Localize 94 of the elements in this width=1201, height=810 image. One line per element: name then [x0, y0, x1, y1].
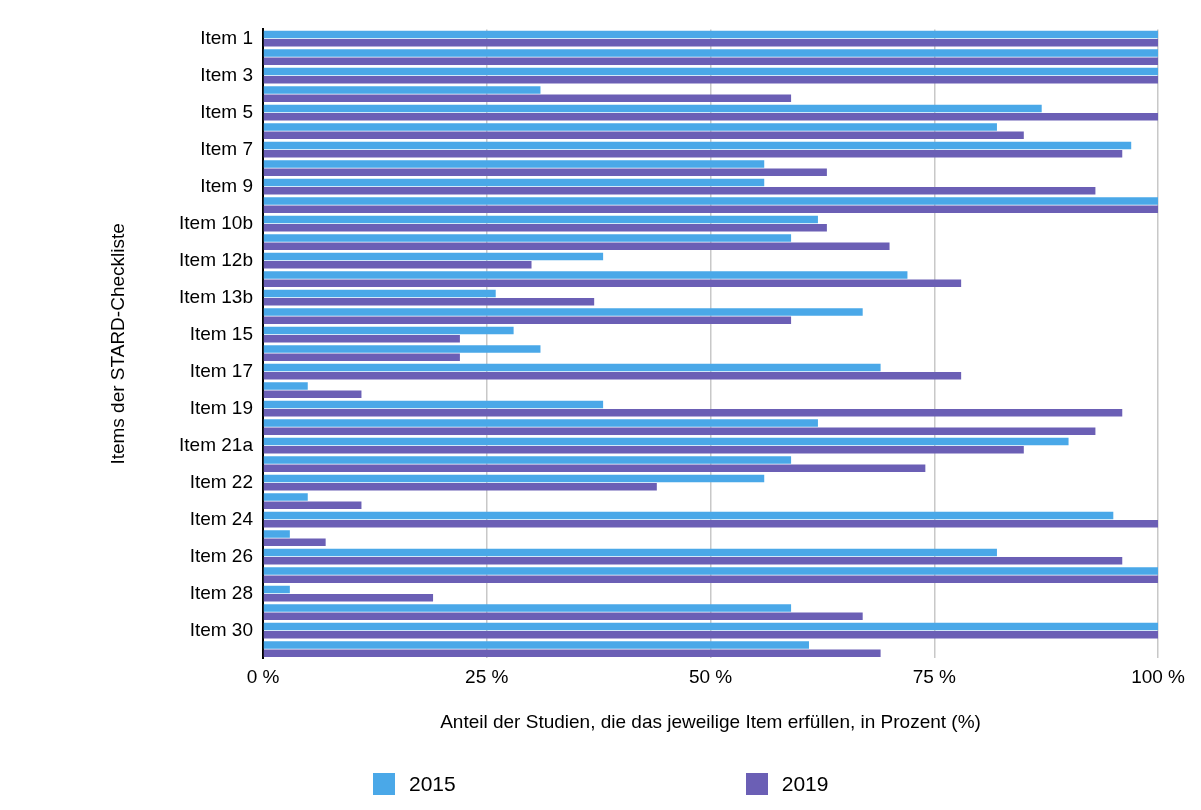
legend-label: 2015 — [409, 772, 456, 796]
y-tick-label: Item 24 — [189, 507, 254, 529]
y-tick-label: Item 28 — [189, 581, 253, 603]
bar — [263, 474, 765, 483]
bar — [263, 345, 541, 353]
bar — [263, 261, 532, 269]
bar — [263, 178, 765, 187]
bar — [263, 168, 827, 177]
y-tick-label: Item 7 — [200, 137, 253, 159]
bar — [263, 39, 1159, 47]
bar — [263, 575, 1159, 584]
bar — [263, 30, 1159, 39]
bar — [263, 215, 818, 224]
legend-label: 2019 — [781, 772, 829, 796]
bar — [263, 335, 460, 343]
bar — [263, 298, 595, 306]
bar — [263, 67, 1159, 76]
bar — [263, 104, 1042, 113]
bar — [263, 382, 308, 390]
bar — [263, 557, 1123, 565]
bar — [263, 123, 997, 131]
bar — [263, 197, 1159, 205]
bar — [263, 622, 1159, 631]
y-tick-label: Item 17 — [189, 359, 253, 381]
bar — [263, 612, 863, 621]
bar — [263, 234, 792, 242]
bar — [263, 604, 792, 612]
y-tick-label: Item 30 — [189, 618, 253, 640]
y-tick-label: Item 12b — [179, 248, 253, 270]
bar — [263, 567, 1159, 575]
bar — [263, 437, 1069, 446]
bar — [263, 493, 308, 501]
bar — [263, 446, 1024, 454]
y-tick-label: Item 3 — [200, 63, 253, 85]
x-tick-label: 100 % — [1131, 666, 1186, 688]
bar — [263, 585, 290, 594]
y-tick-label: Item 15 — [189, 322, 253, 344]
bar — [263, 131, 1024, 140]
y-tick-label: Item 9 — [200, 174, 253, 196]
bar — [263, 456, 792, 464]
bar — [263, 205, 1159, 214]
bar — [263, 326, 514, 335]
bar — [263, 242, 890, 251]
bar — [263, 141, 1132, 150]
bar — [263, 419, 818, 427]
bar — [263, 76, 1159, 84]
bar — [263, 501, 362, 510]
bar — [263, 594, 434, 602]
bar — [263, 464, 926, 473]
bar — [263, 187, 1096, 195]
bar — [263, 548, 997, 557]
bar — [263, 94, 792, 103]
bar — [263, 57, 1159, 66]
bar — [263, 631, 1159, 639]
x-axis-title: Anteil der Studien, die das jeweilige Item erfüllen, in Prozent (%) — [440, 710, 981, 732]
bar — [263, 649, 881, 658]
bar — [263, 113, 1159, 121]
bar — [263, 224, 827, 232]
y-tick-label: Item 13b — [179, 285, 253, 307]
bar — [263, 511, 1114, 520]
bar — [263, 279, 962, 288]
bar — [263, 390, 362, 399]
bar — [263, 289, 496, 298]
bar — [263, 316, 792, 325]
bar — [263, 150, 1123, 158]
bar — [263, 520, 1159, 528]
y-tick-label: Item 1 — [200, 26, 253, 48]
x-tick-label: 50 % — [688, 666, 733, 688]
y-tick-label: Item 22 — [189, 470, 253, 492]
bar — [263, 530, 290, 538]
x-tick-label: 0 % — [246, 666, 280, 688]
y-axis-title: Items der STARD-Checkliste — [106, 223, 128, 465]
bar — [263, 353, 460, 362]
bar — [263, 271, 908, 279]
x-tick-label: 75 % — [912, 666, 957, 688]
bar — [263, 308, 863, 316]
bar — [263, 427, 1096, 436]
bar — [263, 372, 962, 380]
bar — [263, 483, 657, 491]
x-tick-label: 25 % — [465, 666, 509, 688]
bar — [263, 409, 1123, 417]
bar — [263, 363, 881, 372]
bar — [263, 252, 604, 261]
bar — [263, 400, 604, 409]
bar — [263, 49, 1159, 57]
y-tick-label: Item 21a — [179, 433, 254, 455]
bar — [263, 160, 765, 168]
y-tick-label: Item 10b — [179, 211, 253, 233]
y-tick-label: Item 19 — [189, 396, 253, 418]
bar — [263, 86, 541, 94]
bar — [263, 641, 809, 649]
bar — [263, 538, 326, 547]
y-tick-label: Item 26 — [189, 544, 253, 566]
y-tick-label: Item 5 — [200, 100, 253, 122]
